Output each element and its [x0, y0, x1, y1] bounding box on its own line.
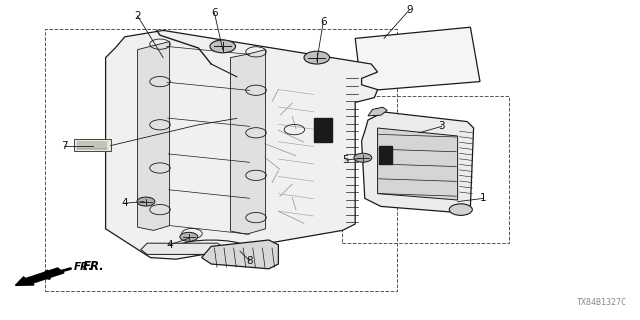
Text: FR.: FR. [74, 262, 93, 272]
Polygon shape [138, 42, 170, 230]
Bar [74, 139, 111, 151]
Bar [379, 146, 392, 164]
Polygon shape [355, 27, 480, 91]
Polygon shape [106, 30, 378, 259]
Text: FR.: FR. [83, 260, 105, 273]
Circle shape [449, 204, 472, 215]
Text: 4: 4 [166, 240, 173, 250]
Text: 3: 3 [438, 121, 445, 132]
Text: TX84B1327C: TX84B1327C [577, 298, 627, 307]
Polygon shape [378, 128, 458, 200]
Circle shape [180, 232, 198, 241]
Polygon shape [362, 112, 474, 213]
Circle shape [304, 51, 330, 64]
Text: 1: 1 [480, 193, 486, 204]
Text: 6: 6 [320, 17, 326, 28]
Text: 9: 9 [406, 4, 413, 15]
Bar [314, 118, 332, 142]
Polygon shape [368, 107, 387, 116]
Text: 4: 4 [122, 198, 128, 208]
Text: 5: 5 [342, 155, 349, 165]
Polygon shape [141, 243, 224, 254]
Polygon shape [230, 50, 266, 234]
Circle shape [210, 40, 236, 53]
Text: 2: 2 [134, 11, 141, 21]
Circle shape [137, 197, 155, 206]
Text: 8: 8 [246, 256, 253, 266]
Text: 7: 7 [61, 140, 67, 151]
Circle shape [354, 153, 372, 162]
Polygon shape [202, 240, 278, 269]
Text: 6: 6 [211, 8, 218, 18]
FancyArrow shape [15, 268, 64, 285]
